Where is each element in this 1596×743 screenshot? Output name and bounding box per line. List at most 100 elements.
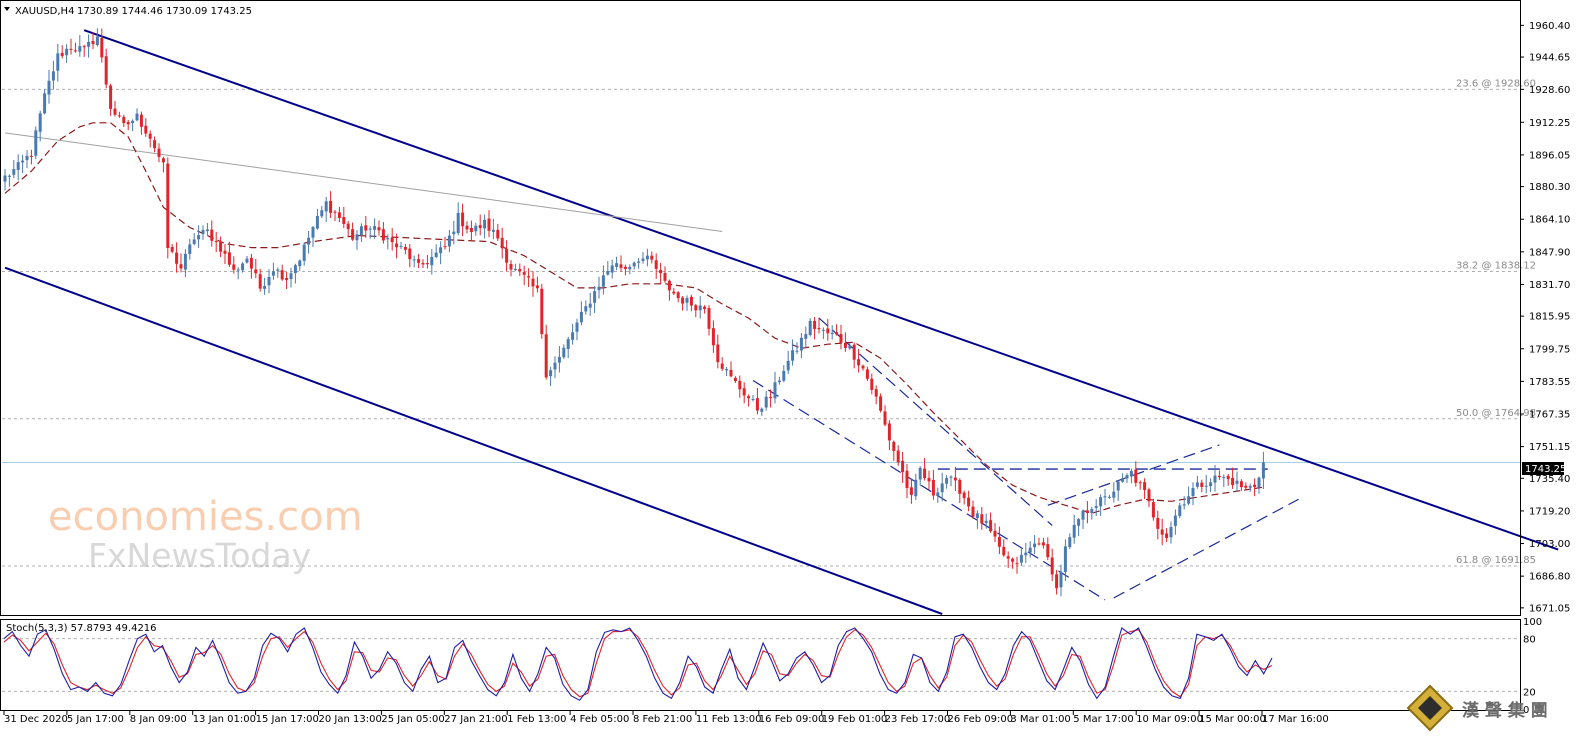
candle-body: [434, 252, 438, 257]
price-tick-label: 1815.95: [1529, 312, 1570, 323]
candle-body: [835, 332, 839, 335]
candle-body: [773, 382, 777, 399]
candle-body: [975, 513, 979, 519]
candle-body: [593, 291, 597, 303]
candle-body: [425, 263, 429, 265]
candle-body: [654, 260, 658, 269]
candle-body: [289, 273, 293, 279]
candle-body: [1178, 505, 1182, 516]
current-price-label: 1743.25: [1525, 464, 1566, 475]
price-tick-label: 1719.20: [1529, 506, 1570, 517]
price-tick-label: 1671.05: [1529, 603, 1570, 614]
candle-body: [293, 265, 297, 274]
candle-body: [153, 140, 157, 149]
candle-body: [1248, 485, 1252, 488]
candle-body: [113, 108, 117, 115]
candle-body: [667, 280, 671, 291]
candle-body: [399, 245, 403, 247]
candle-body: [509, 263, 513, 270]
candle-body: [263, 285, 267, 289]
fib-label-2: 50.0 @ 1764.98: [1456, 408, 1536, 419]
candle-body: [100, 37, 104, 58]
candle-body: [417, 259, 421, 263]
candle-body: [373, 226, 377, 230]
candle-body: [865, 369, 869, 379]
candle-body: [791, 350, 795, 361]
diamond-logo-inner-icon: [1418, 696, 1442, 720]
ohlc-values: 1730.89 1744.46 1730.09 1743.25: [77, 6, 252, 17]
candle-body: [78, 46, 82, 52]
candle-body: [430, 256, 434, 266]
candle-body: [104, 56, 108, 85]
candle-body: [1160, 529, 1164, 535]
candle-body: [395, 243, 399, 248]
candle-body: [566, 339, 570, 350]
price-tick-label: 1880.30: [1529, 182, 1570, 193]
candle-body: [742, 388, 746, 396]
candle-body: [1200, 482, 1204, 487]
time-tick-label: 8 Feb 21:00: [633, 714, 692, 725]
candle-body: [588, 303, 592, 308]
candle-body: [1239, 481, 1243, 488]
candle-body: [227, 252, 231, 265]
candle-body: [703, 306, 707, 310]
candle-body: [782, 370, 786, 381]
candle-body: [808, 320, 812, 336]
candle-body: [571, 332, 575, 340]
candle-body: [1050, 557, 1054, 575]
candle-body: [16, 162, 20, 171]
candle-body: [298, 260, 302, 267]
candle-body: [575, 322, 579, 332]
candle-body: [333, 211, 337, 213]
candle-body: [324, 201, 328, 212]
candle-body: [271, 271, 275, 276]
candle-body: [245, 258, 249, 263]
candle-body: [887, 423, 891, 441]
candle-body: [276, 269, 280, 271]
candle-body: [381, 229, 385, 241]
candle-body: [738, 380, 742, 390]
candle-body: [236, 269, 240, 271]
wedge-upper-line: [1047, 444, 1220, 506]
candle-body: [1209, 482, 1213, 487]
candle-body: [109, 85, 113, 109]
candle-body: [443, 246, 447, 248]
candle-body: [1085, 510, 1089, 513]
candle-body: [285, 278, 289, 280]
candle-body: [249, 257, 253, 269]
stochastic-panel: 100 80 20 0: [2, 617, 1542, 716]
candle-body: [821, 329, 825, 331]
trend-lines: [4, 29, 1559, 615]
corner-logo-text: 漢 聲 集 團: [1462, 700, 1548, 721]
time-tick-label: 1 Feb 13:00: [507, 714, 566, 725]
candle-body: [1019, 554, 1023, 563]
candle-body: [368, 228, 372, 230]
candle-body: [755, 398, 759, 411]
time-tick-label: 26 Feb 09:00: [948, 714, 1014, 725]
candle-body: [786, 360, 790, 371]
watermark: economies.com FxNewsToday: [48, 494, 363, 575]
candle-body: [751, 399, 755, 401]
candle-body: [839, 334, 843, 343]
time-tick-label: 17 Mar 16:00: [1262, 714, 1329, 725]
candle-body: [47, 80, 51, 95]
corner-logo: 漢 聲 集 團: [1406, 684, 1548, 732]
candle-body: [386, 238, 390, 240]
time-tick-label: 4 Feb 05:00: [570, 714, 629, 725]
candle-body: [1125, 475, 1129, 479]
candle-body: [1156, 517, 1160, 529]
stoch-tick-label: 100: [1523, 617, 1542, 628]
candle-body: [1217, 475, 1221, 478]
candle-body: [337, 212, 341, 218]
candle-body: [540, 288, 544, 335]
price-tick-label: 1735.40: [1529, 474, 1570, 485]
candle-body: [65, 48, 69, 56]
candle-body: [579, 311, 583, 323]
candle-body: [1002, 546, 1006, 556]
candle-body: [223, 250, 227, 254]
time-tick-label: 11 Feb 13:00: [696, 714, 762, 725]
candle-body: [527, 276, 531, 278]
candle-body: [967, 497, 971, 507]
candle-body: [496, 229, 500, 239]
collapse-triangle-icon[interactable]: [4, 7, 10, 11]
